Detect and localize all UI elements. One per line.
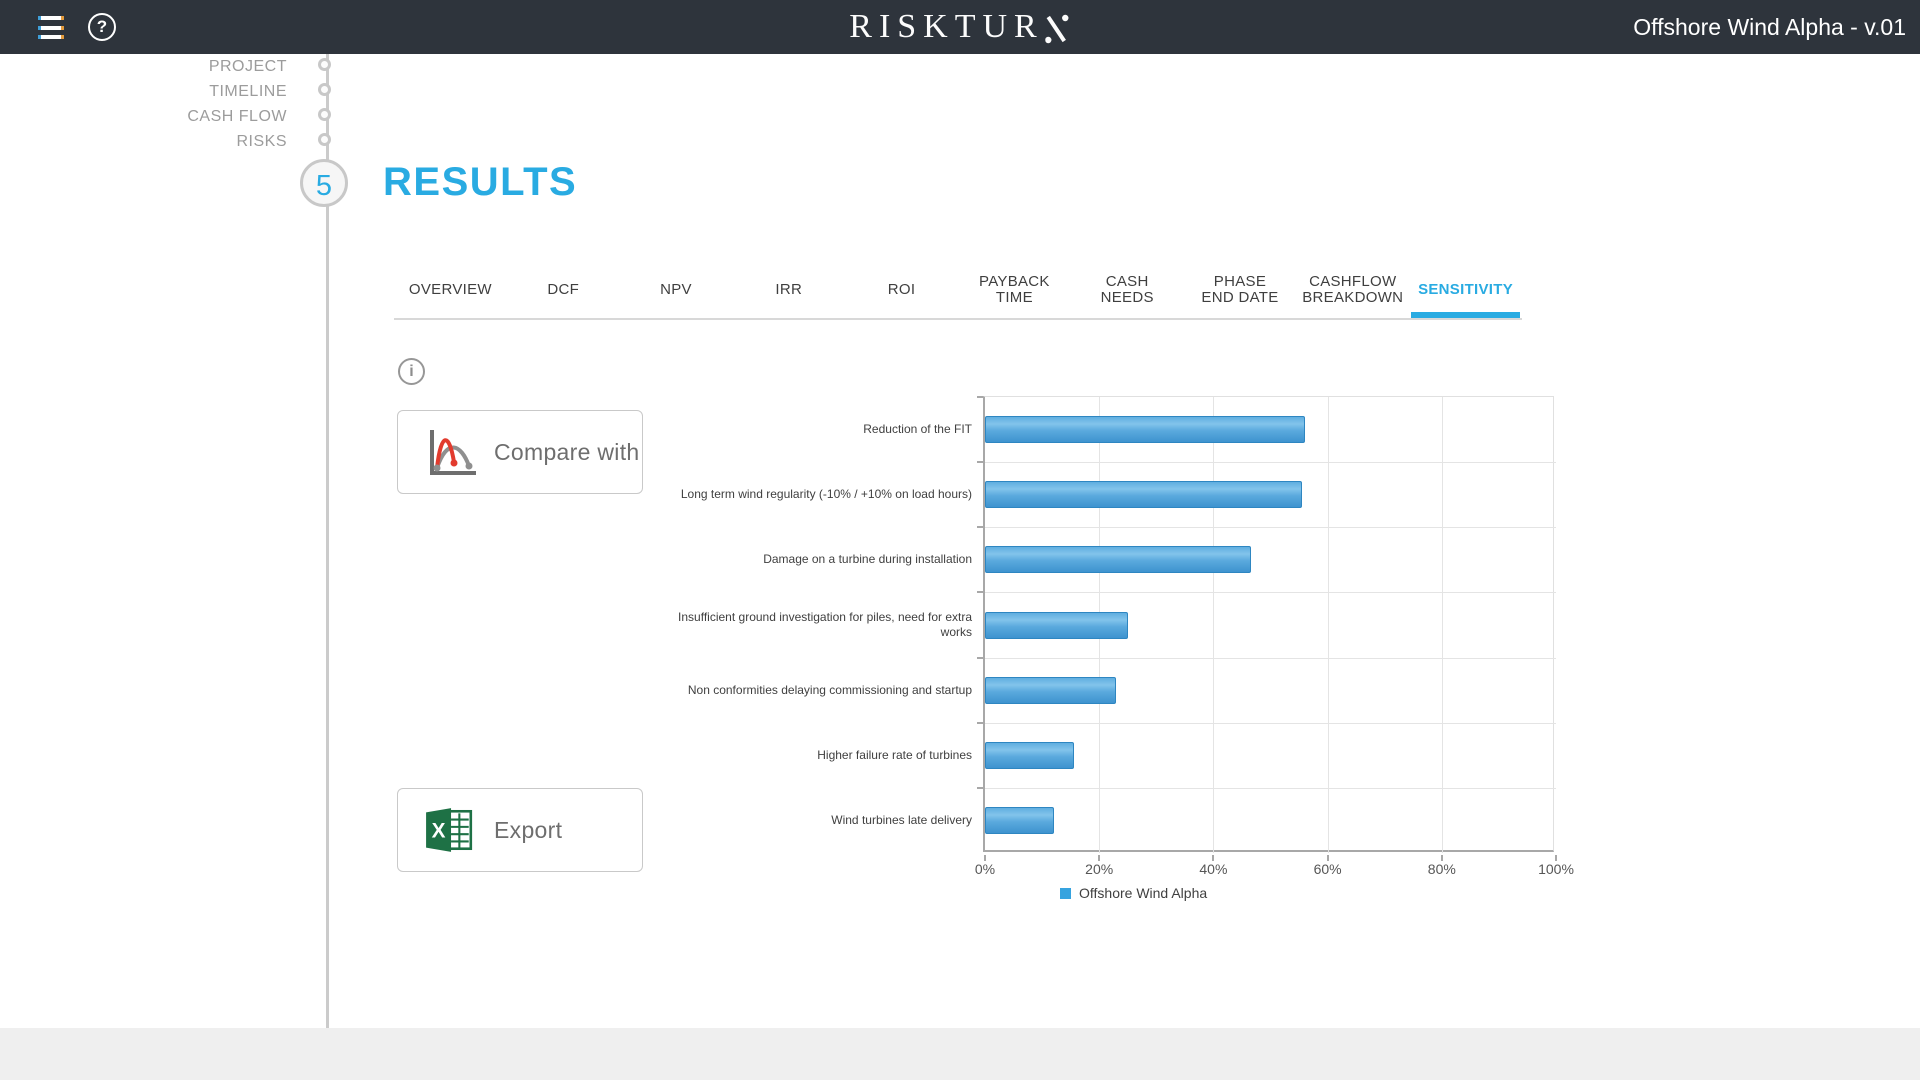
step-5-circle: 5 [300, 159, 348, 207]
sensitivity-bar [985, 546, 1251, 574]
legend-label: Offshore Wind Alpha [1079, 885, 1208, 901]
stepper-item-timeline[interactable]: TIMELINE [209, 83, 287, 100]
gridline-horizontal [985, 657, 1556, 659]
gridline-horizontal [985, 527, 1556, 529]
stepper-item-risks[interactable]: RISKS [236, 133, 287, 150]
x-axis-label: 80% [1427, 861, 1456, 877]
excel-icon: X [426, 808, 473, 852]
tab-irr[interactable]: IRR [775, 281, 803, 298]
compare-with-label: Compare with [494, 438, 640, 465]
tab-cash-needs[interactable]: CASH NEEDS [1100, 273, 1154, 306]
x-axis-tick [1440, 855, 1443, 861]
category-label: Higher failure rate of turbines [817, 747, 972, 762]
tab-phase-end-date[interactable]: PHASE END DATE [1201, 273, 1279, 306]
distribution-chart-icon [430, 430, 476, 475]
tab-roi[interactable]: ROI [887, 281, 916, 298]
gridline-horizontal [985, 462, 1556, 464]
sensitivity-bar [985, 676, 1117, 704]
gridline-horizontal [985, 787, 1556, 789]
x-axis-tick [984, 855, 986, 861]
stepper-dot-cash-flow[interactable] [318, 107, 331, 121]
help-icon[interactable]: ? [88, 13, 116, 41]
sensitivity-chart: Reduction of the FIT Long term wind regul… [678, 396, 1574, 901]
page-title: RESULTS [383, 160, 578, 204]
x-axis-label: 40% [1199, 861, 1228, 877]
gridline-horizontal [985, 722, 1556, 724]
gridline-vertical [1441, 397, 1443, 853]
y-axis-tick [977, 591, 983, 594]
stepper-item-cash-flow[interactable]: CASH FLOW [187, 108, 287, 125]
gridline-vertical [1327, 397, 1329, 853]
sensitivity-bar [985, 741, 1074, 769]
topbar: ? RISKTUR Offshore Wind Alpha - v.01 [0, 0, 1920, 54]
stepper-dot-project[interactable] [318, 57, 331, 71]
tab-sensitivity[interactable]: SENSITIVITY [1409, 262, 1522, 318]
results-tabs: OVERVIEW DCF NPV IRR ROI PAYBACK TIME CASH NEE… [394, 262, 1522, 318]
project-title: Offshore Wind Alpha - v.01 [1633, 13, 1906, 40]
logo-letter-n-icon [1045, 14, 1069, 43]
menu-line [38, 25, 64, 30]
y-axis-tick [977, 526, 983, 529]
tabs-underline [394, 318, 1522, 320]
x-axis-tick [1555, 855, 1557, 861]
category-label: Long term wind regularity (-10% / +10% o… [680, 487, 972, 502]
stepper-dot-timeline[interactable] [318, 82, 331, 96]
menu-line [38, 16, 64, 20]
chart-legend: Offshore Wind Alpha [1060, 885, 1207, 901]
y-axis-tick [977, 656, 983, 659]
export-label: Export [494, 816, 563, 843]
menu-line [38, 35, 64, 39]
compare-with-button[interactable]: Compare with [397, 410, 643, 494]
sensitivity-bar [985, 806, 1054, 834]
tab-payback-time[interactable]: PAYBACK TIME [979, 273, 1050, 306]
category-label: Damage on a turbine during installation [763, 552, 972, 567]
gridline-vertical [1213, 397, 1215, 853]
x-axis-label: 20% [1085, 861, 1114, 877]
stepper-line [326, 54, 329, 1080]
stepper-dot-risks[interactable] [318, 132, 331, 146]
tab-overview[interactable]: OVERVIEW [408, 281, 492, 298]
x-axis-label: 60% [1313, 861, 1342, 877]
stepper-item-project[interactable]: PROJECT [208, 58, 287, 75]
footer-strip [0, 1028, 1920, 1080]
category-label: Non conformities delaying commissioning … [687, 682, 972, 697]
x-axis-label: 100% [1538, 861, 1574, 877]
x-axis-label: 0% [974, 861, 996, 877]
sensitivity-bar [985, 481, 1302, 509]
y-axis-tick [977, 786, 983, 789]
logo-text: RISKTUR [849, 8, 1044, 45]
sensitivity-bar [985, 611, 1128, 639]
menu-icon[interactable] [38, 16, 64, 39]
x-axis-tick [1098, 855, 1101, 861]
app-logo: RISKTUR [849, 8, 1070, 46]
legend-swatch [1060, 887, 1071, 899]
svg-text:X: X [432, 819, 446, 842]
category-label: Wind turbines late delivery [831, 812, 972, 827]
category-label: Insufficient ground investigation for pi… [678, 609, 972, 639]
export-button[interactable]: X Export [397, 788, 643, 872]
tab-dcf[interactable]: DCF [547, 281, 580, 298]
category-label: Reduction of the FIT [863, 422, 972, 437]
y-axis-tick [977, 396, 983, 398]
tab-cashflow-breakdown[interactable]: CASHFLOW BREAKDOWN [1302, 273, 1404, 306]
x-axis-tick [1326, 855, 1329, 861]
info-icon[interactable]: i [398, 358, 425, 385]
active-tab-indicator [1411, 312, 1520, 318]
y-axis-tick [977, 461, 983, 464]
y-axis-tick [977, 721, 983, 724]
gridline-horizontal [985, 592, 1556, 594]
tab-npv[interactable]: NPV [660, 281, 692, 298]
sensitivity-bar [985, 416, 1305, 444]
x-axis-tick [1212, 855, 1215, 861]
